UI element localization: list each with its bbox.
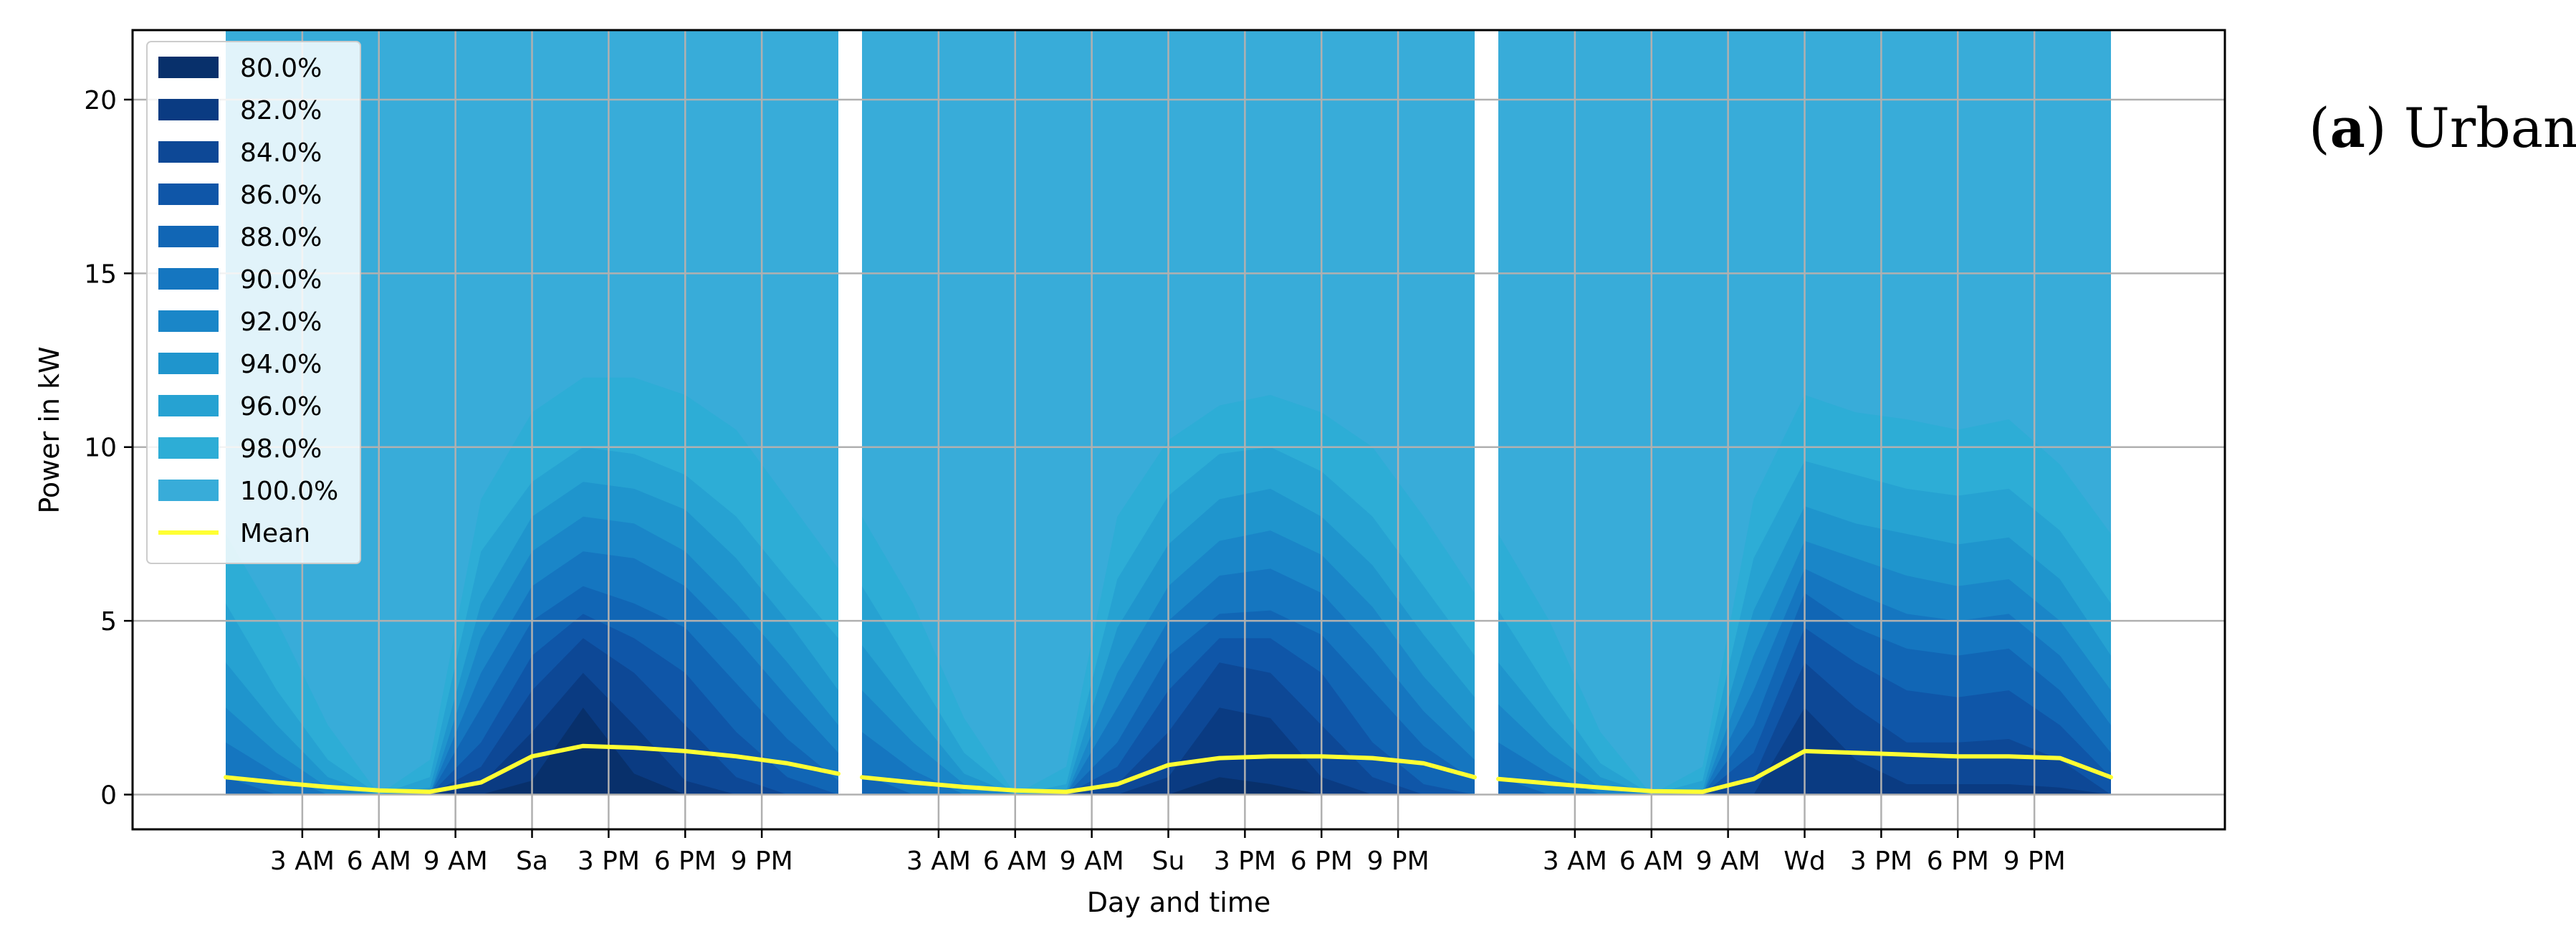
y-tick-label: 5 <box>100 607 117 637</box>
x-day-label: Wd <box>1783 847 1825 876</box>
panel-label: (a) Urban <box>2309 96 2576 160</box>
legend-swatch <box>158 183 219 205</box>
mean-line-sa <box>224 743 841 794</box>
legend-label: 92.0% <box>240 308 322 337</box>
x-tick-label: 9 PM <box>1367 847 1430 876</box>
x-tick-label: 3 AM <box>270 847 335 876</box>
legend-swatch <box>158 226 219 247</box>
x-tick-label: 6 AM <box>347 847 411 876</box>
panel-label-open: ( <box>2309 96 2330 160</box>
legend-label: 100.0% <box>240 477 338 506</box>
legend-label: 80.0% <box>240 54 322 83</box>
y-tick-label: 0 <box>100 781 117 811</box>
y-axis-title: Power in kW <box>34 346 65 513</box>
legend-label: 90.0% <box>240 265 322 295</box>
y-tick-label: 20 <box>84 86 117 115</box>
legend-label: 84.0% <box>240 138 322 168</box>
x-tick-label: 6 AM <box>1619 847 1684 876</box>
x-tick-label: 9 AM <box>1696 847 1761 876</box>
y-axis-ticks: 0 5 10 15 20 <box>84 86 133 811</box>
x-day-label: Sa <box>516 847 548 876</box>
legend-swatch <box>158 310 219 332</box>
x-tick-label: 6 AM <box>983 847 1048 876</box>
mean-lines <box>224 743 2113 794</box>
x-tick-label: 3 AM <box>906 847 971 876</box>
x-axis-title: Day and time <box>1087 887 1271 918</box>
legend-swatch <box>158 480 219 501</box>
x-tick-label: 9 AM <box>423 847 488 876</box>
legend-label: 96.0% <box>240 392 322 421</box>
legend-label: 88.0% <box>240 223 322 252</box>
mean-line-wd <box>1496 748 2113 794</box>
panel-label-letter: a <box>2330 96 2365 160</box>
plot-frame <box>131 29 2226 831</box>
legend-swatch <box>158 395 219 416</box>
legend-swatch <box>158 99 219 120</box>
x-tick-label: 9 PM <box>2003 847 2066 876</box>
x-tick-label: 6 PM <box>654 847 717 876</box>
legend: 80.0% 82.0% 84.0% 86.0% 88.0% 90.0% 92.0% 94.0%… <box>146 41 361 564</box>
panel-label-close: ) Urban <box>2365 96 2576 160</box>
legend-swatch <box>158 57 219 78</box>
x-tick-label: 3 PM <box>578 847 640 876</box>
legend-swatch <box>158 268 219 290</box>
x-tick-label: 3 AM <box>1543 847 1607 876</box>
y-tick-label: 10 <box>84 434 117 463</box>
x-tick-label: 6 PM <box>1291 847 1353 876</box>
legend-label: 86.0% <box>240 181 322 210</box>
y-tick-label: 15 <box>84 259 117 289</box>
legend-label: Mean <box>240 519 310 548</box>
x-axis-ticks: 3 AM 6 AM 9 AM Sa 3 PM 6 PM 9 PM 3 AM 6 AM 9 AM Su… <box>270 829 2066 876</box>
x-tick-label: 9 PM <box>731 847 793 876</box>
legend-box <box>146 41 361 564</box>
legend-label: 98.0% <box>240 434 322 464</box>
legend-swatch <box>158 353 219 374</box>
x-tick-label: 3 PM <box>1214 847 1276 876</box>
mean-line-su <box>860 754 1477 794</box>
legend-swatch <box>158 141 219 163</box>
x-tick-label: 3 PM <box>1850 847 1912 876</box>
legend-swatch <box>158 437 219 459</box>
x-day-label: Su <box>1152 847 1185 876</box>
grid-lines <box>133 30 2225 829</box>
x-tick-label: 9 AM <box>1060 847 1124 876</box>
x-tick-label: 6 PM <box>1927 847 1989 876</box>
legend-label: 94.0% <box>240 350 322 379</box>
legend-label: 82.0% <box>240 96 322 125</box>
